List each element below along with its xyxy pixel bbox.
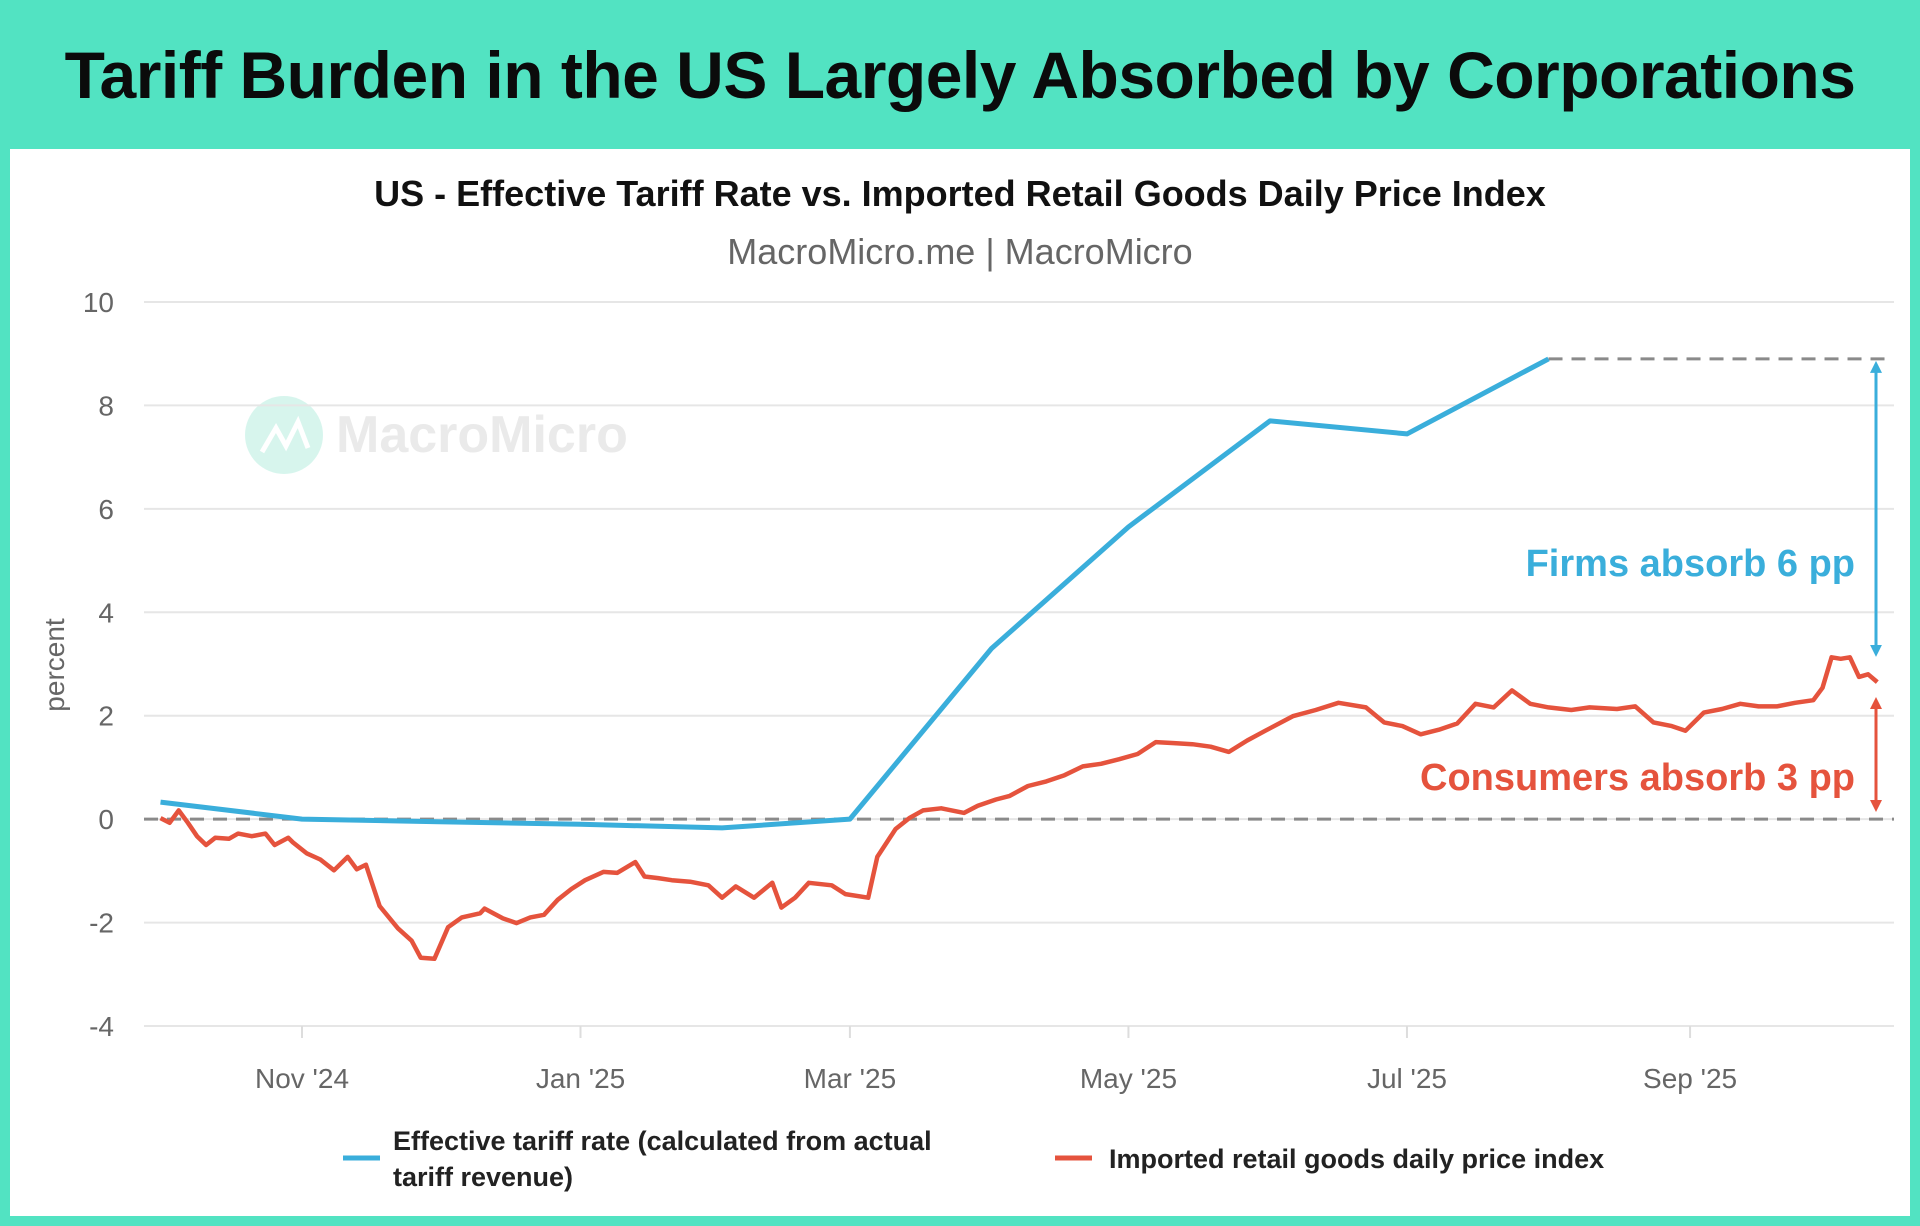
chart-panel xyxy=(10,149,1910,1216)
watermark-logo: MacroMicro xyxy=(245,396,628,474)
headline: Tariff Burden in the US Largely Absorbed… xyxy=(64,37,1856,112)
x-tick-label: Sep '25 xyxy=(1643,1063,1737,1094)
price-index-line xyxy=(159,655,1879,962)
consumers-absorb-label: Consumers absorb 3 pp xyxy=(1420,757,1855,799)
x-tick-label: May '25 xyxy=(1080,1063,1177,1094)
y-tick-label: 10 xyxy=(83,287,114,318)
y-axis-label: percent xyxy=(39,618,70,712)
y-tick-label: 0 xyxy=(98,804,114,835)
chart-subtitle: MacroMicro.me | MacroMicro xyxy=(727,231,1192,272)
tariff-rate-line xyxy=(160,356,1550,831)
chart-title: US - Effective Tariff Rate vs. Imported … xyxy=(374,173,1546,214)
y-tick-label: 6 xyxy=(98,494,114,525)
x-tick-label: Jan '25 xyxy=(536,1063,625,1094)
y-tick-label: -2 xyxy=(89,908,114,939)
legend-label-tariff-line2: tariff revenue) xyxy=(393,1162,573,1192)
headline-banner: Tariff Burden in the US Largely Absorbed… xyxy=(0,0,1920,149)
x-tick-label: Nov '24 xyxy=(255,1063,349,1094)
x-tick-label: Mar '25 xyxy=(804,1063,897,1094)
firms-absorb-label: Firms absorb 6 pp xyxy=(1526,543,1855,585)
y-tick-label: -4 xyxy=(89,1011,114,1042)
x-tick-label: Jul '25 xyxy=(1367,1063,1447,1094)
watermark-logo-icon xyxy=(245,396,323,474)
watermark-chart-glyph xyxy=(259,415,311,454)
legend-label-tariff-line1: Effective tariff rate (calculated from a… xyxy=(393,1126,932,1156)
legend-label-price-index: Imported retail goods daily price index xyxy=(1109,1144,1604,1174)
y-tick-label: 2 xyxy=(98,701,114,732)
y-tick-label: 4 xyxy=(98,597,114,628)
y-tick-label: 8 xyxy=(98,390,114,421)
watermark-text: MacroMicro xyxy=(336,406,628,464)
legend: Effective tariff rate (calculated from a… xyxy=(343,1126,1604,1192)
